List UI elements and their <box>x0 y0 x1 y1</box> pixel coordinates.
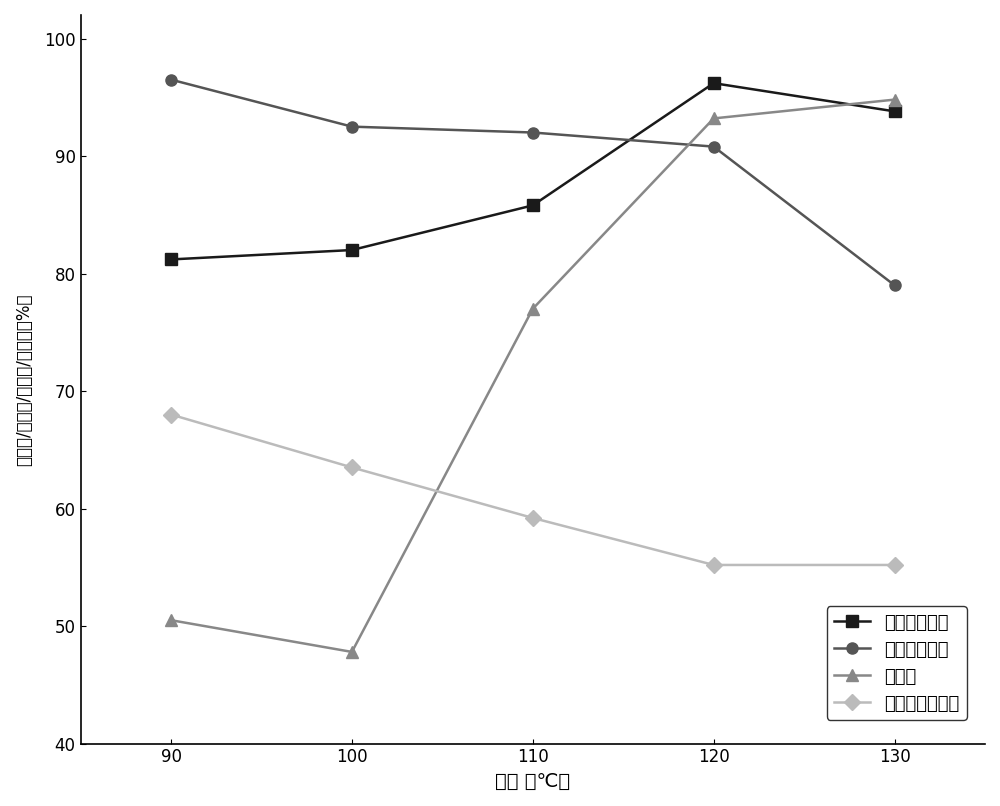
糖化率 <box>527 304 539 314</box>
Y-axis label: 去除率/回收率/糖化率/结晶度（%）: 去除率/回收率/糖化率/结晶度（%） <box>15 293 33 466</box>
纤维素的结晶度 <box>889 560 901 570</box>
木质素去除率 <box>889 106 901 116</box>
纤维素的结晶度 <box>346 463 358 472</box>
木质素去除率 <box>708 78 720 88</box>
纤维素回收率 <box>346 122 358 131</box>
纤维素回收率 <box>165 75 177 85</box>
木质素去除率 <box>165 255 177 264</box>
Line: 木质素去除率: 木质素去除率 <box>165 77 900 265</box>
糖化率 <box>346 647 358 657</box>
木质素去除率 <box>346 245 358 255</box>
木质素去除率 <box>527 201 539 210</box>
Legend: 木质素去除率, 纤维素回收率, 糖化率, 纤维素的结晶度: 木质素去除率, 纤维素回收率, 糖化率, 纤维素的结晶度 <box>827 606 967 720</box>
糖化率 <box>889 95 901 105</box>
纤维素的结晶度 <box>708 560 720 570</box>
纤维素的结晶度 <box>165 409 177 419</box>
纤维素回收率 <box>889 280 901 290</box>
糖化率 <box>708 114 720 123</box>
X-axis label: 温度 （℃）: 温度 （℃） <box>495 772 570 791</box>
Line: 纤维素的结晶度: 纤维素的结晶度 <box>165 409 900 571</box>
纤维素回收率 <box>708 142 720 152</box>
纤维素回收率 <box>527 127 539 137</box>
糖化率 <box>165 615 177 625</box>
Line: 纤维素回收率: 纤维素回收率 <box>165 74 900 291</box>
纤维素的结晶度 <box>527 513 539 523</box>
Line: 糖化率: 糖化率 <box>165 94 900 658</box>
